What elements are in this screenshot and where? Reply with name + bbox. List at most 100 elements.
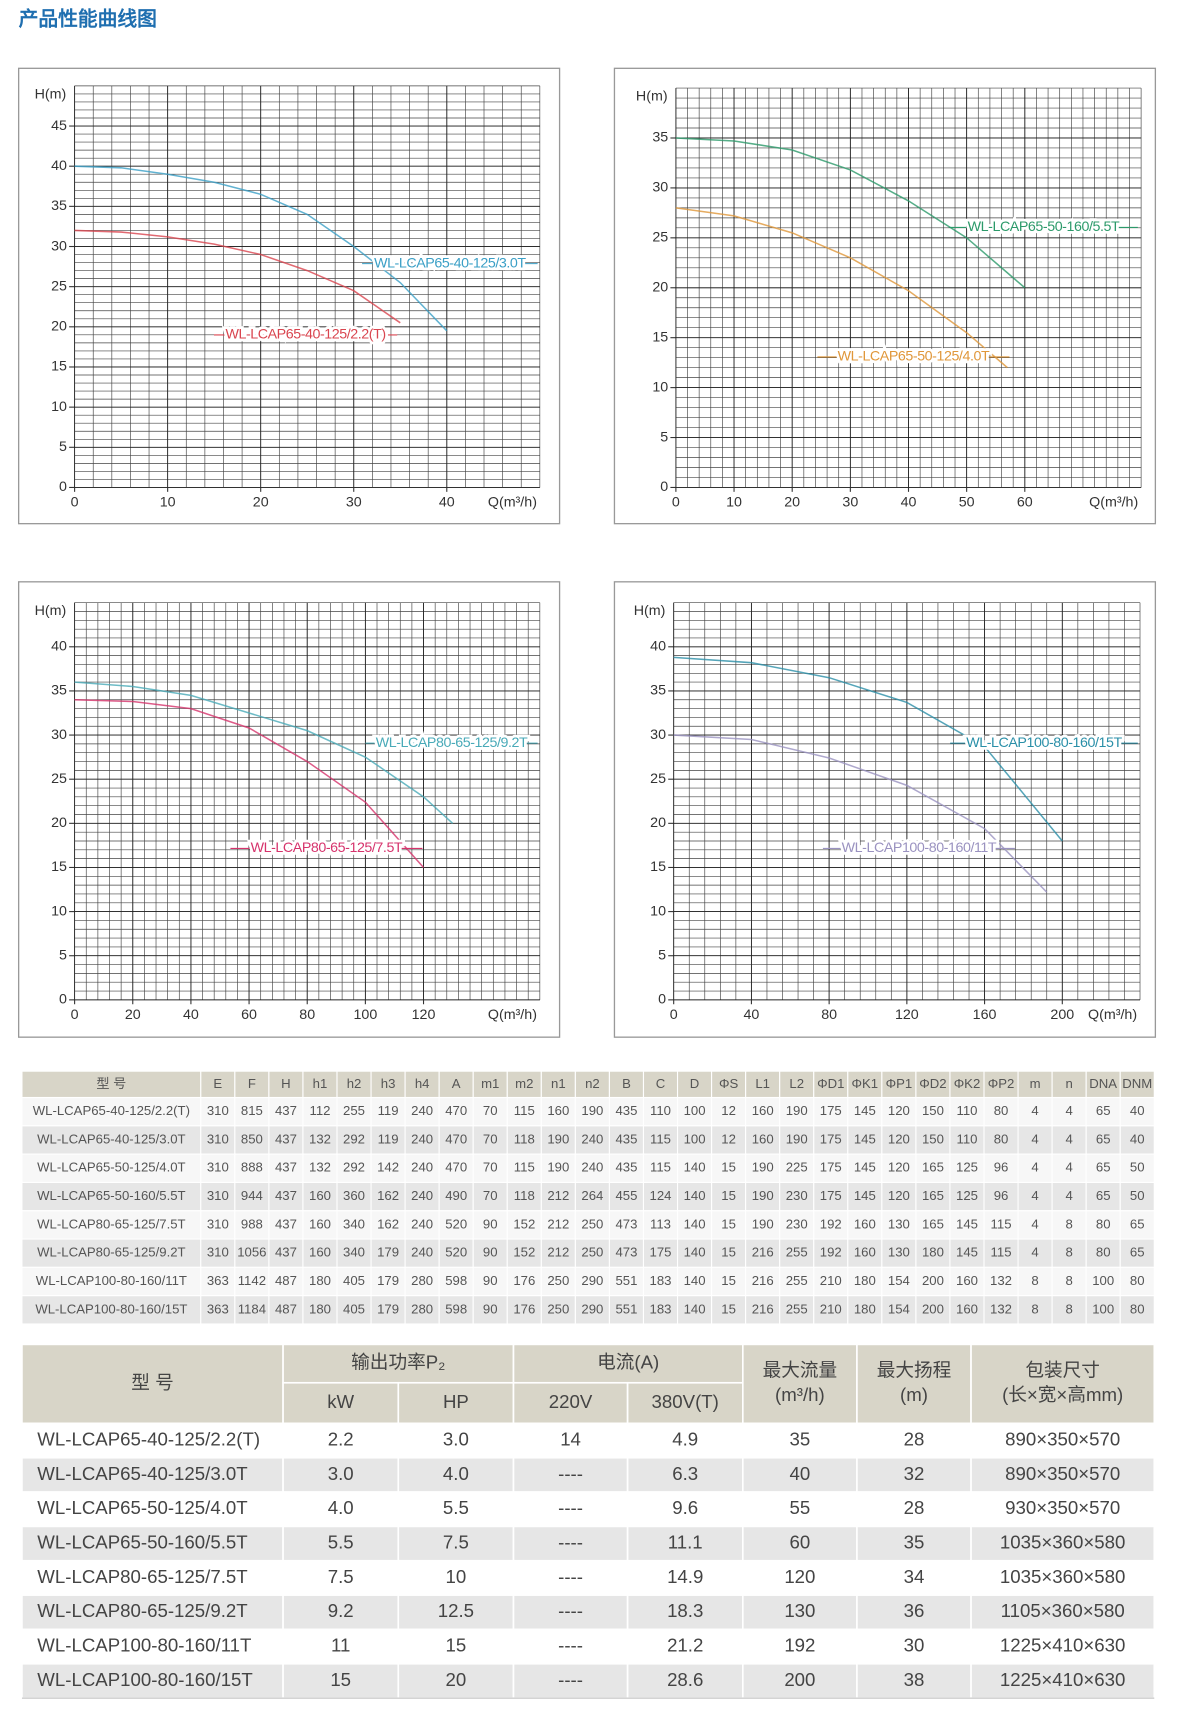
cell-text: 183 xyxy=(650,1301,672,1316)
header-text: DNM xyxy=(1122,1076,1152,1091)
cell-text: 200 xyxy=(922,1273,944,1288)
cell xyxy=(21,1456,284,1493)
cell xyxy=(21,1210,202,1240)
cell xyxy=(472,1238,508,1268)
cell xyxy=(915,1096,951,1127)
x-tick-label: 40 xyxy=(439,495,455,511)
cell-text: 520 xyxy=(445,1245,467,1260)
cell xyxy=(268,1181,304,1212)
cell-text: 14 xyxy=(560,1428,581,1449)
cell xyxy=(847,1181,883,1212)
cell-text: 250 xyxy=(581,1216,603,1231)
cell-text: 4.0 xyxy=(443,1463,469,1484)
cell-text: 115 xyxy=(650,1160,671,1175)
cell xyxy=(506,1238,542,1268)
cell-text: 100 xyxy=(684,1131,706,1146)
curve xyxy=(675,207,1008,369)
cell-text: 8 xyxy=(1031,1273,1038,1288)
cell xyxy=(642,1295,679,1325)
cell xyxy=(970,1559,1156,1596)
cell-text: 179 xyxy=(377,1301,399,1316)
cell xyxy=(813,1096,849,1127)
cell-text: ---- xyxy=(558,1566,583,1587)
header-cell xyxy=(970,1343,1156,1425)
cell xyxy=(856,1456,972,1493)
cell xyxy=(21,1238,202,1268)
header-text: 型 号 xyxy=(96,1076,126,1091)
cell xyxy=(847,1266,883,1297)
cell xyxy=(438,1295,474,1325)
y-tick-label: 10 xyxy=(51,399,67,415)
cell xyxy=(676,1238,713,1268)
cell-text: 90 xyxy=(483,1273,498,1288)
header-text: m1 xyxy=(481,1076,499,1091)
cell-text: 216 xyxy=(752,1273,774,1288)
header-cell xyxy=(404,1070,440,1099)
cell-text: 40 xyxy=(790,1463,811,1484)
cell-text: 1225×410×630 xyxy=(1000,1635,1125,1656)
cell-text: 110 xyxy=(650,1103,671,1118)
curve xyxy=(673,734,1048,893)
y-tick-label: 40 xyxy=(650,639,666,655)
cell-text: 176 xyxy=(513,1273,535,1288)
header-text: 380V(T) xyxy=(652,1391,719,1412)
cell xyxy=(336,1125,372,1155)
cell-text: 32 xyxy=(904,1463,925,1484)
cell-text: 470 xyxy=(445,1160,467,1175)
header-text: F xyxy=(248,1076,256,1091)
cell-text: 160 xyxy=(752,1131,774,1146)
cell-text: 473 xyxy=(615,1245,637,1260)
cell-text: 50 xyxy=(1130,1160,1145,1175)
cell-text: 180 xyxy=(922,1245,944,1260)
cell-text: 65 xyxy=(1096,1188,1111,1203)
cell xyxy=(983,1181,1019,1212)
cell-text: 15 xyxy=(721,1160,736,1175)
cell xyxy=(1017,1238,1053,1268)
cell xyxy=(21,1491,284,1528)
cell-text: 160 xyxy=(854,1245,876,1260)
x-tick-label: 60 xyxy=(1017,495,1033,511)
cell-text: 80 xyxy=(1096,1216,1111,1231)
cell-text: WL-LCAP80-65-125/7.5T xyxy=(37,1566,247,1587)
cell-text: 65 xyxy=(1130,1245,1145,1260)
cell-text: 80 xyxy=(994,1131,1009,1146)
cell xyxy=(302,1210,338,1240)
x-tick-label: 200 xyxy=(1050,1007,1074,1023)
cell-text: 190 xyxy=(752,1216,774,1231)
cell-text: 4 xyxy=(1065,1103,1072,1118)
cell-text: 192 xyxy=(784,1635,815,1656)
cell xyxy=(1017,1295,1053,1325)
cell xyxy=(336,1295,372,1325)
cell-text: 35 xyxy=(904,1532,925,1553)
cell xyxy=(472,1125,508,1155)
curve xyxy=(74,229,401,324)
cell-text: 145 xyxy=(854,1160,876,1175)
cell-text: ---- xyxy=(558,1600,583,1621)
x-tick-label: 120 xyxy=(895,1007,919,1023)
cell xyxy=(21,1096,202,1127)
cell xyxy=(711,1096,747,1127)
cell-text: 120 xyxy=(888,1103,910,1118)
cell-text: WL-LCAP80-65-125/9.2T xyxy=(37,1245,185,1260)
cell xyxy=(983,1096,1019,1127)
cell xyxy=(949,1210,985,1240)
cell-text: 115 xyxy=(991,1216,1012,1231)
cell-text: 8 xyxy=(1065,1216,1072,1231)
cell-text: 598 xyxy=(445,1301,467,1316)
cell-text: 8 xyxy=(1065,1301,1072,1316)
x-tick-label: 20 xyxy=(784,495,800,511)
cell-text: 190 xyxy=(547,1131,569,1146)
cell-text: 435 xyxy=(615,1131,637,1146)
cell-text: 165 xyxy=(922,1160,944,1175)
cell xyxy=(711,1295,747,1325)
x-tick-label: 0 xyxy=(670,1007,678,1023)
header-text: ΦS xyxy=(719,1076,738,1091)
cell xyxy=(970,1422,1156,1459)
cell-text: 120 xyxy=(888,1188,910,1203)
cell-text: 2.2 xyxy=(328,1428,354,1449)
cell-text: 50 xyxy=(1130,1188,1145,1203)
cell-text: 113 xyxy=(650,1216,671,1231)
cell-text: WL-LCAP80-65-125/7.5T xyxy=(37,1216,185,1231)
cell-text: 90 xyxy=(483,1216,498,1231)
cell xyxy=(438,1210,474,1240)
